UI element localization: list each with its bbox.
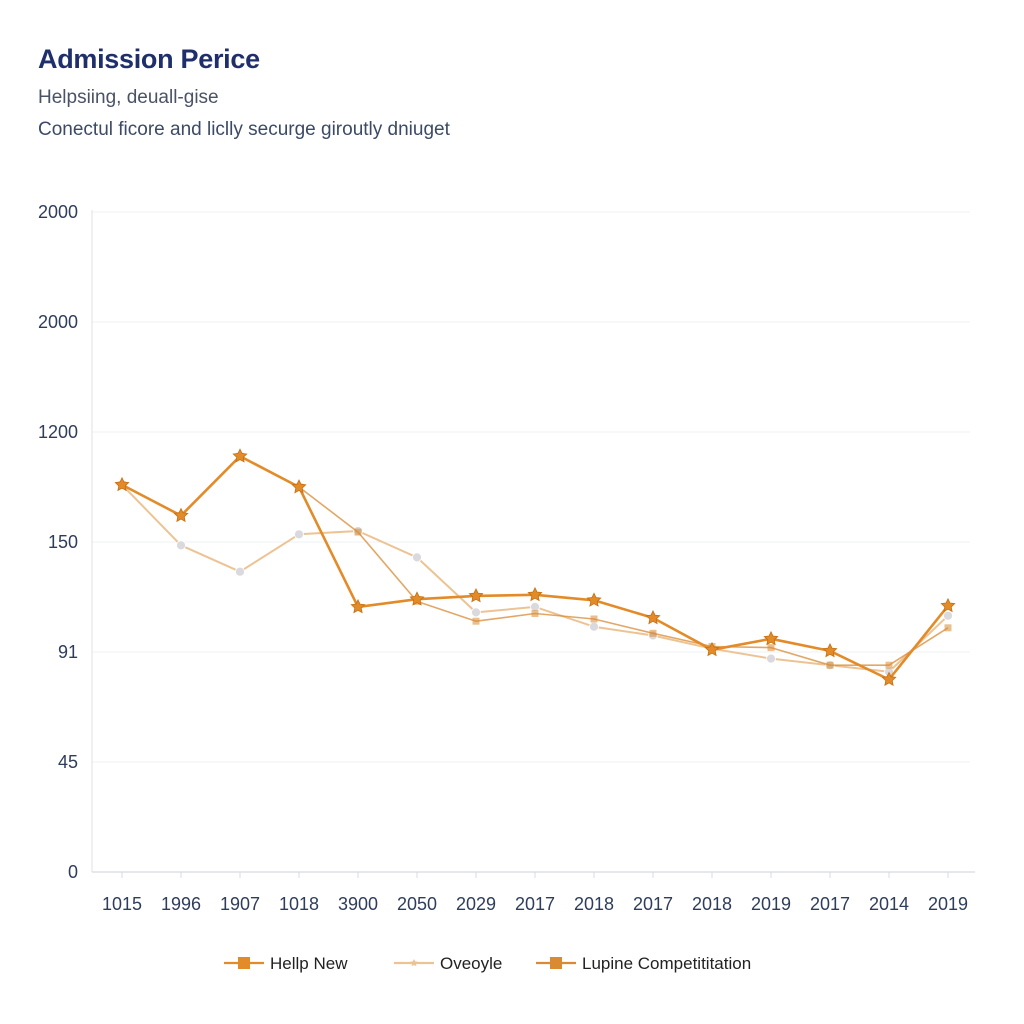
data-point [940, 597, 956, 613]
x-tick-label: 2017 [515, 894, 555, 914]
x-tick-label: 2029 [456, 894, 496, 914]
data-point [412, 552, 422, 563]
legend-item[interactable]: Lupine Competititation [536, 954, 751, 973]
y-tick-label: 91 [58, 642, 78, 662]
grid-lines [92, 211, 970, 763]
x-tick-label: 2050 [397, 894, 437, 914]
legend[interactable]: Hellp New Oveoyle Lupine Competititation [224, 954, 751, 973]
x-tick-label: 2018 [574, 894, 614, 914]
x-tick-label: 1018 [279, 894, 319, 914]
data-point [590, 615, 598, 623]
x-tick-label: 3900 [338, 894, 378, 914]
y-tick-label: 0 [68, 862, 78, 882]
data-point [943, 610, 953, 621]
y-tick-label: 2000 [38, 202, 78, 222]
data-point [531, 610, 539, 617]
x-tick-label: 2017 [810, 894, 850, 914]
x-tick-label: 2017 [633, 894, 673, 914]
data-point [649, 629, 657, 637]
x-axis-ticks: 1015 1996 1907 1018 3900 2050 2029 2017 2018 2017… [102, 872, 968, 914]
chart-subtitle: Helpsiing, deuall-gise [38, 87, 219, 108]
data-point [645, 609, 661, 625]
y-axis-ticks: 0 45 91 150 1200 2000 2000 [38, 202, 78, 882]
x-tick-label: 1015 [102, 894, 142, 914]
legend-label: Oveoyle [440, 954, 502, 973]
x-tick-label: 2019 [751, 894, 791, 914]
data-point [291, 479, 307, 494]
data-point [173, 507, 189, 523]
data-point [409, 591, 425, 606]
legend-marker [550, 957, 562, 969]
data-point [527, 586, 543, 602]
x-tick-label: 1996 [161, 894, 201, 914]
data-point [763, 630, 779, 646]
data-point [114, 476, 130, 492]
data-point [767, 644, 775, 652]
data-point [468, 587, 484, 603]
chart-description: Conectul ficore and liclly securge girou… [38, 119, 450, 140]
data-point [350, 598, 366, 614]
x-tick-label: 2018 [692, 894, 732, 914]
y-tick-label: 2000 [38, 312, 78, 332]
data-point [822, 642, 838, 658]
chart-title: Admission Perice [38, 44, 260, 74]
data-point [826, 661, 834, 669]
data-point [232, 448, 248, 463]
legend-marker [238, 957, 250, 969]
y-tick-label: 45 [58, 752, 78, 772]
data-point [471, 607, 481, 618]
data-point [704, 641, 720, 657]
data-point [472, 617, 480, 625]
y-tick-label: 150 [48, 532, 78, 552]
data-point [235, 566, 245, 577]
series-line [121, 455, 949, 667]
data-point [589, 621, 599, 632]
legend-item[interactable]: Hellp New [224, 954, 348, 973]
legend-marker [410, 959, 418, 967]
y-tick-label: 1200 [38, 422, 78, 442]
legend-label: Hellp New [270, 954, 348, 973]
data-point [885, 661, 893, 669]
series-lines [114, 448, 956, 686]
data-point [354, 528, 362, 536]
data-point [294, 529, 304, 540]
data-point [944, 624, 952, 632]
series-line [121, 484, 949, 673]
legend-label: Lupine Competititation [582, 954, 751, 973]
data-point [881, 671, 897, 686]
data-point [766, 653, 776, 664]
data-point [586, 592, 602, 607]
data-point [176, 540, 186, 551]
x-tick-label: 1907 [220, 894, 260, 914]
x-tick-label: 2019 [928, 894, 968, 914]
x-tick-label: 2014 [869, 894, 909, 914]
legend-item[interactable]: Oveoyle [394, 954, 502, 973]
